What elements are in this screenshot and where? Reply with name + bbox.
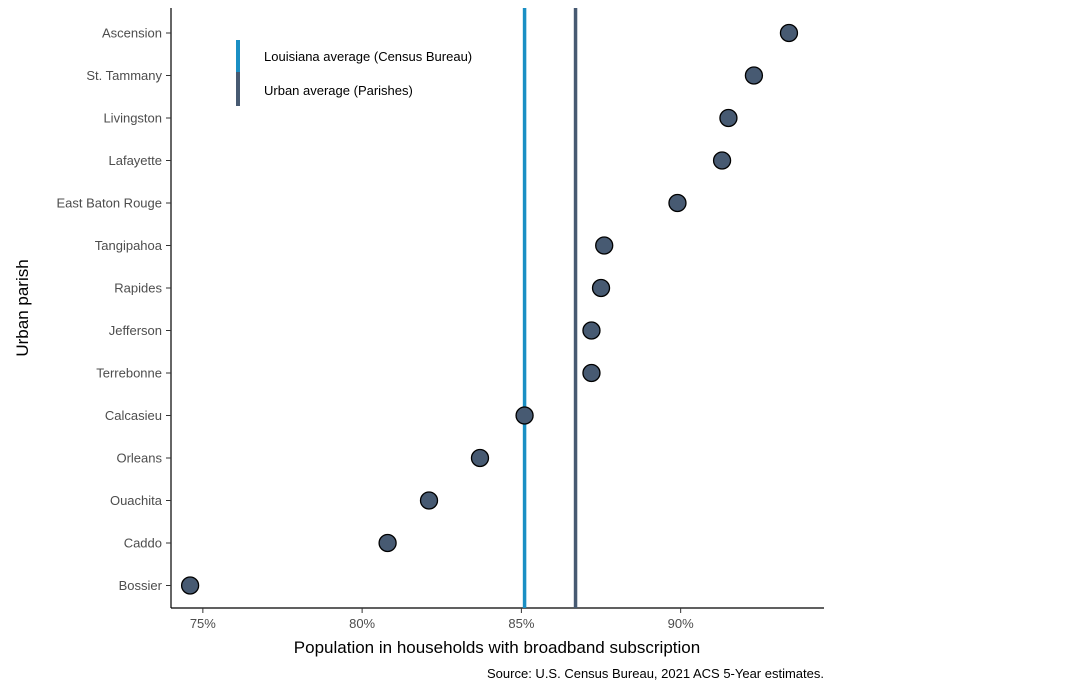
data-point-terrebonne	[582, 363, 601, 383]
data-point-calcasieu	[515, 406, 534, 425]
data-point-ouachita	[419, 491, 439, 510]
data-point-st-tammany	[744, 66, 764, 85]
y-tick-label-livingston: Livingston	[103, 111, 162, 126]
data-point-ascension	[779, 23, 799, 43]
x-axis-title: Population in households with broadband …	[294, 638, 700, 657]
y-tick-label-ouachita: Ouachita	[110, 493, 163, 508]
legend-key-urban-average	[236, 72, 240, 106]
data-point-caddo	[378, 533, 397, 553]
y-tick-label-tangipahoa: Tangipahoa	[95, 238, 163, 253]
y-tick-label-jefferson: Jefferson	[109, 323, 162, 338]
y-tick-label-east-baton-rouge: East Baton Rouge	[56, 196, 162, 211]
data-point-bossier	[180, 576, 200, 595]
y-tick-label-terrebonne: Terrebonne	[96, 366, 162, 381]
y-axis-title: Urban parish	[13, 259, 32, 356]
data-point-tangipahoa	[595, 236, 614, 255]
y-tick-label-rapides: Rapides	[114, 281, 162, 296]
legend: Louisiana average (Census Bureau) Urban …	[236, 40, 472, 106]
y-tick-label-st-tammany: St. Tammany	[86, 68, 162, 83]
y-tick-label-caddo: Caddo	[124, 536, 162, 551]
y-tick-label-ascension: Ascension	[102, 26, 162, 41]
source-caption: Source: U.S. Census Bureau, 2021 ACS 5-Y…	[487, 666, 824, 681]
y-tick-label-bossier: Bossier	[119, 578, 163, 593]
y-tick-label-orleans: Orleans	[116, 451, 162, 466]
legend-label-louisiana-average: Louisiana average (Census Bureau)	[264, 49, 472, 64]
data-point-east-baton-rouge	[668, 193, 687, 213]
y-tick-label-calcasieu: Calcasieu	[105, 408, 162, 423]
x-tick-label-85: 85%	[508, 616, 534, 631]
data-point-jefferson	[582, 321, 601, 340]
data-point-livingston	[719, 108, 738, 128]
data-point-lafayette	[712, 151, 732, 170]
data-point-orleans	[470, 448, 490, 468]
x-tick-label-90: 90%	[668, 616, 694, 631]
data-point-rapides	[591, 278, 611, 298]
x-tick-label-75: 75%	[190, 616, 216, 631]
legend-key-louisiana-average	[236, 40, 240, 74]
y-tick-label-lafayette: Lafayette	[109, 153, 163, 168]
legend-label-urban-average: Urban average (Parishes)	[264, 83, 413, 98]
plot-area: 75% 80% 85% 90% Ascension St. Tammany Livingst…	[56, 8, 824, 631]
x-tick-label-80: 80%	[349, 616, 375, 631]
